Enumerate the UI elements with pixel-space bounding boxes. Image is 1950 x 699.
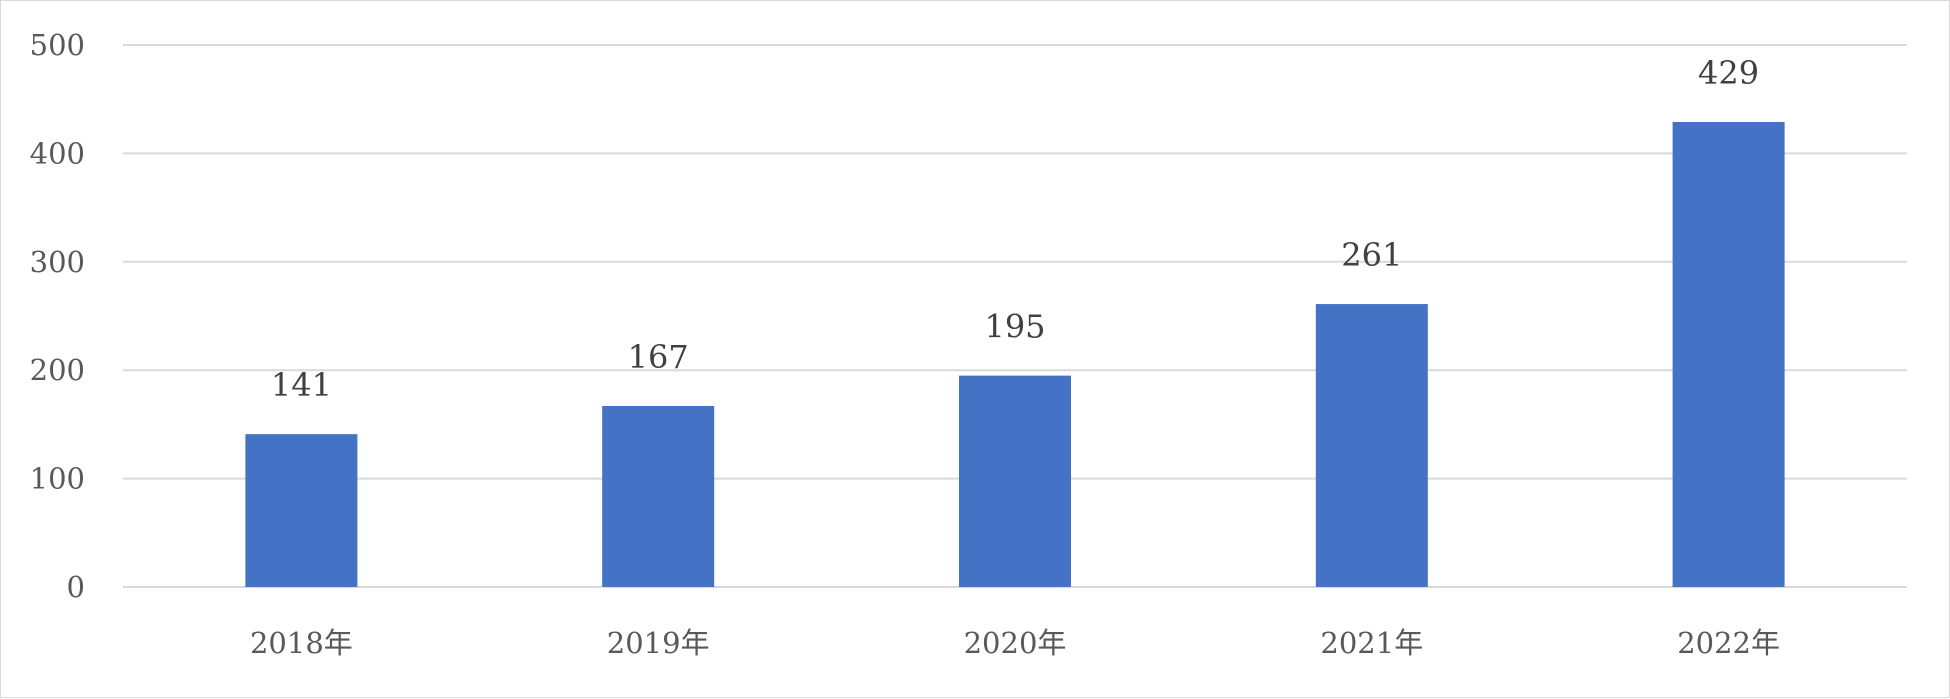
x-tick-label: 2019年 [607, 626, 710, 660]
x-tick-label: 2021年 [1320, 626, 1423, 660]
y-tick-label: 500 [30, 28, 85, 62]
x-axis-tick-labels: 2018年 2019年 2020年 2021年 2022年 [250, 626, 1780, 660]
data-label: 261 [1341, 236, 1402, 274]
data-label: 167 [628, 338, 689, 376]
y-axis-tick-labels: 0 100 200 300 400 500 [30, 28, 85, 604]
bars [245, 121, 1785, 588]
bar-2020年 [959, 375, 1071, 587]
x-tick-label: 2022年 [1677, 626, 1780, 660]
x-tick-label: 2020年 [964, 626, 1067, 660]
y-tick-label: 300 [30, 245, 85, 279]
data-label: 429 [1698, 54, 1759, 92]
x-tick-label: 2018年 [250, 626, 353, 660]
y-tick-label: 100 [30, 462, 85, 496]
y-tick-label: 200 [30, 353, 85, 387]
bar-2021年 [1315, 304, 1428, 587]
data-label: 195 [984, 308, 1045, 346]
bar-2019年 [602, 405, 715, 587]
data-labels: 141 167 195 261 429 [271, 54, 1759, 404]
bar-2022年 [1672, 121, 1785, 588]
data-label: 141 [271, 366, 332, 404]
y-tick-label: 0 [67, 570, 85, 604]
gridlines [123, 44, 1907, 588]
bar-2018年 [245, 434, 358, 587]
y-tick-label: 400 [30, 136, 85, 170]
